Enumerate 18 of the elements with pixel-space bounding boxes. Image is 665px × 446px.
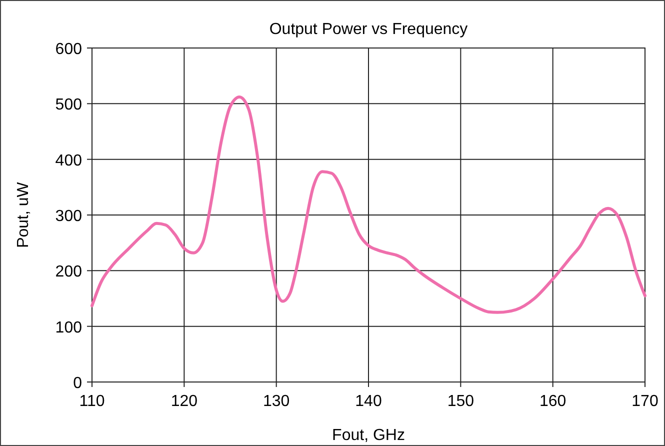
x-tick-label: 170 <box>632 393 658 410</box>
x-tick-label: 140 <box>355 393 382 410</box>
y-tick-label: 500 <box>55 96 82 114</box>
x-axis-title: Fout, GHz <box>332 427 405 444</box>
y-tick-label: 200 <box>55 264 82 281</box>
y-tick-label: 0 <box>73 375 82 392</box>
y-tick-label: 600 <box>55 41 82 58</box>
y-tick-label: 300 <box>55 208 82 225</box>
y-tick-label: 100 <box>55 319 82 336</box>
x-tick-label: 110 <box>79 393 105 410</box>
y-tick-label: 400 <box>55 152 82 170</box>
x-tick-label: 130 <box>262 393 290 410</box>
x-tick-label: 120 <box>170 393 198 410</box>
chart-title: Output Power vs Frequency <box>269 21 468 38</box>
x-tick-label: 150 <box>447 393 474 410</box>
x-tick-label: 160 <box>539 393 566 410</box>
line-series <box>90 95 646 314</box>
y-axis-title: Pout, uW <box>15 181 32 248</box>
